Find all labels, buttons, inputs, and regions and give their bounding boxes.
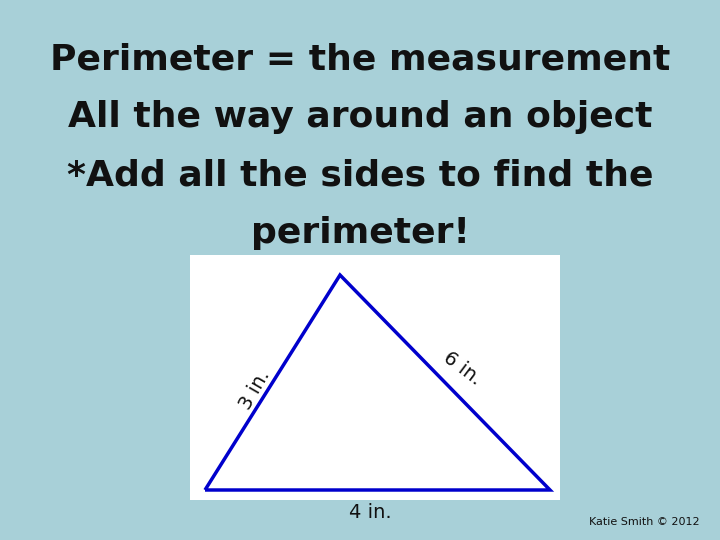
Text: All the way around an object: All the way around an object <box>68 100 652 134</box>
Text: Perimeter = the measurement: Perimeter = the measurement <box>50 42 670 76</box>
Bar <box>190 255 560 500</box>
Text: 3 in.: 3 in. <box>236 367 274 413</box>
Text: 4 in.: 4 in. <box>348 503 391 522</box>
Text: Katie Smith © 2012: Katie Smith © 2012 <box>590 517 700 527</box>
Text: 6 in.: 6 in. <box>439 348 485 388</box>
Text: perimeter!: perimeter! <box>251 216 469 250</box>
Text: *Add all the sides to find the: *Add all the sides to find the <box>67 158 653 192</box>
